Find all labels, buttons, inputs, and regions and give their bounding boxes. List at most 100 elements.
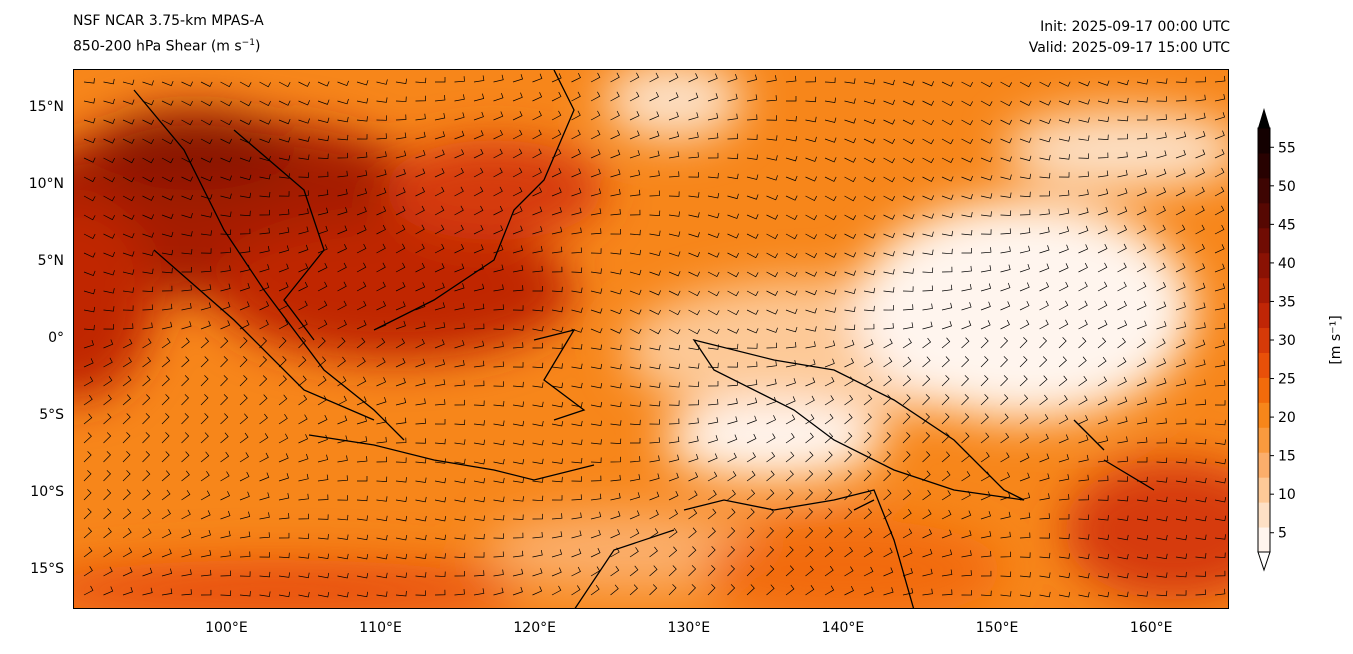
wind-barb [980,81,993,88]
wind-barb [961,471,971,482]
wind-barb [922,489,932,501]
wind-barb [902,394,911,406]
wind-barb [551,91,562,102]
wind-barb [395,281,406,292]
wind-barb [785,326,798,333]
wind-barb [278,191,290,197]
colorbar-tick-label: 15 [1278,449,1296,465]
wind-barb [766,584,775,596]
wind-barb [376,169,387,178]
field-title: 850-200 hPa Shear (m s−1) [73,38,260,55]
wind-barb [239,452,249,463]
wind-barb [980,356,989,368]
wind-barb [902,508,912,520]
wind-barb [727,133,738,140]
wind-barb [1039,433,1049,444]
wind-barb [649,455,660,463]
wind-barb [941,230,954,237]
wind-barb [415,496,427,503]
wind-barb [844,358,854,368]
wind-barb [473,496,486,503]
wind-barb [1214,167,1225,178]
wind-barb [649,91,659,102]
wind-barb [1117,534,1129,541]
wind-barb [629,382,642,389]
wind-barb [1117,79,1129,86]
wind-barb [922,548,933,558]
wind-barb [844,138,856,144]
wind-barb [122,233,135,239]
wind-barb [883,357,893,368]
wind-barb [278,433,289,444]
wind-barb [980,119,993,126]
wind-barb [493,420,505,426]
wind-barb [649,150,660,159]
wind-barb [1195,302,1206,311]
wind-barb [649,190,660,197]
wind-barb [473,130,484,140]
wind-barb [1078,135,1090,141]
wind-barb [220,175,232,181]
wind-barb [1136,377,1147,387]
wind-barb [317,356,327,368]
wind-barb [785,433,795,444]
wind-barb [980,157,993,163]
wind-barb [122,287,134,293]
wind-barb [922,213,934,219]
wind-barb [220,337,229,349]
wind-barb [415,243,425,254]
wind-barb [1078,356,1087,368]
wind-barb [278,137,291,143]
wind-barb [571,402,583,408]
wind-barb [961,510,972,520]
wind-barb [863,470,872,482]
wind-barb [103,376,113,387]
wind-barb [1156,187,1167,197]
wind-barb [1156,301,1167,311]
wind-barb [766,378,777,387]
wind-barb [980,247,992,254]
wind-barb [493,381,505,387]
wind-barb [278,337,287,349]
wind-barb [415,398,426,406]
wind-barb [434,553,446,559]
wind-barb [610,229,621,235]
wind-barb [220,119,232,126]
wind-barb [1078,375,1088,387]
wind-barb [590,188,602,197]
wind-barb [1058,513,1070,520]
wind-barb [532,513,543,520]
wind-barb [1117,188,1128,197]
wind-barb [454,399,465,406]
wind-barb [571,129,581,140]
wind-barb [863,99,876,105]
wind-barb [1214,263,1225,273]
wind-barb [707,73,718,83]
wind-barb [1019,81,1032,88]
wind-barb [590,548,601,558]
wind-barb [259,301,270,311]
wind-barb [571,585,581,596]
wind-barb [980,511,991,520]
wind-barb [376,206,387,216]
wind-barb [1058,81,1071,87]
wind-barb [649,584,658,596]
wind-barb [298,533,310,539]
wind-barb [961,490,971,501]
wind-barb [1117,495,1129,502]
wind-barb [1000,375,1009,387]
wind-barb [980,375,989,387]
wind-barb [785,527,794,539]
wind-barb [220,100,232,107]
wind-barb [1097,80,1110,86]
wind-barb [1019,245,1031,254]
wind-barb [83,270,96,277]
wind-barb [239,413,249,425]
wind-barb [512,129,523,140]
wind-barb [376,377,387,387]
wind-barb [1117,515,1129,521]
wind-barb [1195,131,1206,140]
wind-barb [103,566,113,577]
wind-barb [629,150,640,159]
wind-barb [1000,210,1012,216]
